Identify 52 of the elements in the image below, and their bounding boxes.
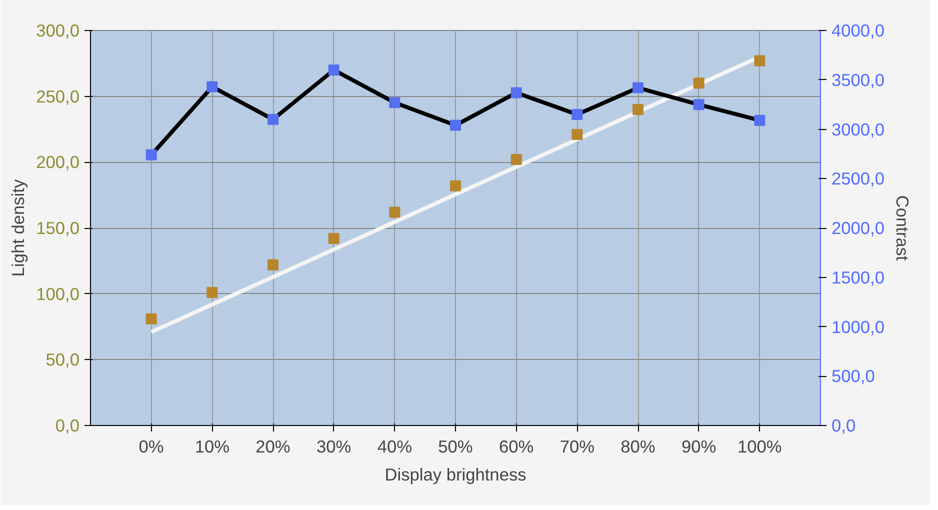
y2-tick-label: 2500,0 xyxy=(832,168,884,189)
point xyxy=(632,104,644,115)
point xyxy=(572,129,583,140)
point xyxy=(389,97,400,108)
y2-tick-label: 2000,0 xyxy=(832,218,884,238)
y2-axis-title: Contrast xyxy=(892,195,912,261)
point xyxy=(754,55,766,66)
x-tick-label: 80% xyxy=(620,436,656,456)
x-tick-label: 30% xyxy=(316,436,352,456)
point xyxy=(206,81,218,92)
point xyxy=(268,114,278,125)
point xyxy=(754,114,766,126)
x-tick-label: 40% xyxy=(377,436,412,456)
point xyxy=(510,87,522,98)
x-tick-label: 100% xyxy=(738,436,782,456)
y-tick-label: 100,0 xyxy=(36,284,80,304)
x-tick-label: 10% xyxy=(194,436,230,456)
point xyxy=(268,259,278,270)
y2-tick-label: 1000,0 xyxy=(832,316,884,337)
point xyxy=(450,120,461,131)
y-axis-title: Light density xyxy=(8,179,28,277)
x-tick-label: 20% xyxy=(256,436,290,456)
y2-tick-label: 3000,0 xyxy=(832,119,884,140)
point xyxy=(450,180,461,192)
y2-tick-label: 1500,0 xyxy=(832,267,884,288)
point xyxy=(328,64,340,76)
x-tick-label: 0% xyxy=(138,436,164,456)
y2-tick-label: 0,0 xyxy=(832,416,856,436)
y-tick-label: 150,0 xyxy=(36,218,80,238)
point xyxy=(146,149,157,160)
x-axis-title: Display brightness xyxy=(384,464,527,484)
y-tick-label: 50,0 xyxy=(46,350,80,370)
point xyxy=(510,154,522,166)
y2-tick-label: 3500,0 xyxy=(832,70,884,90)
x-tick-label: 70% xyxy=(560,436,595,456)
y-tick-label: 250,0 xyxy=(36,86,80,106)
point xyxy=(146,313,157,324)
y-tick-label: 0,0 xyxy=(55,416,80,436)
point xyxy=(693,99,704,110)
point xyxy=(206,287,218,298)
x-tick-label: 90% xyxy=(681,436,716,456)
y-tick-label: 200,0 xyxy=(36,152,80,172)
x-tick-label: 50% xyxy=(438,436,473,456)
point xyxy=(572,108,583,120)
point xyxy=(632,82,644,94)
y2-tick-label: 4000,0 xyxy=(832,20,884,40)
point xyxy=(328,233,340,244)
y2-tick-label: 500,0 xyxy=(832,366,875,386)
x-tick-label: 60% xyxy=(498,436,534,456)
y-tick-label: 300,0 xyxy=(36,20,80,40)
point xyxy=(693,78,704,89)
point xyxy=(389,206,400,218)
